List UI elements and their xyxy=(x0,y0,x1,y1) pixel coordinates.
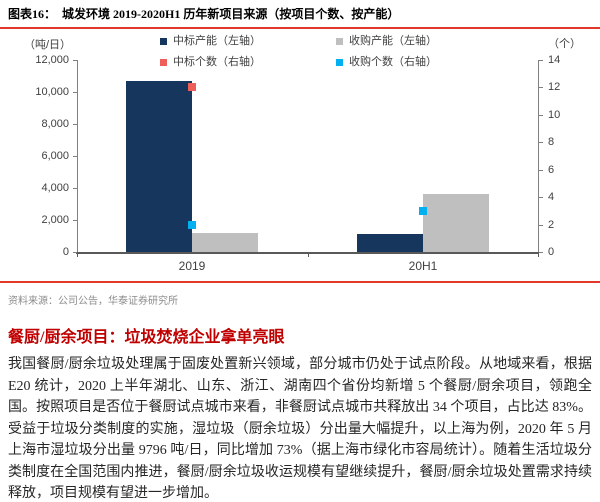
legend-swatch-3 xyxy=(336,59,343,66)
figure-header: 图表16： 城发环境 2019-2020H1 历年新项目来源（按项目个数、按产能） xyxy=(0,0,600,29)
left-axis-line xyxy=(77,60,78,252)
left-tick-label: 8,000 xyxy=(41,118,69,130)
legend-label: 收购产能（左轴） xyxy=(349,35,437,47)
x-axis-tick xyxy=(307,252,309,257)
right-tick-label: 10 xyxy=(548,108,561,121)
legend-label: 中标个数（右轴） xyxy=(173,56,261,68)
figure-label: 图表16： xyxy=(8,7,57,21)
marker-2019-0 xyxy=(188,83,196,92)
body-paragraph: 我国餐厨/厨余垃圾处理属于固废处置新兴领域，部分城市仍处于试点阶段。从地域来看，… xyxy=(8,357,592,501)
left-axis-tick xyxy=(73,156,77,157)
left-axis-tick xyxy=(73,60,77,61)
right-axis-tick xyxy=(539,197,543,199)
right-axis-tick xyxy=(539,60,543,61)
right-tick-label: 2 xyxy=(548,218,555,231)
right-axis-tick xyxy=(539,252,543,253)
left-axis-tick xyxy=(73,92,77,93)
right-axis-tick xyxy=(539,87,543,89)
right-tick-label: 12 xyxy=(548,81,561,94)
category-label: 20H1 xyxy=(408,259,438,273)
bar-20H1-1 xyxy=(423,194,489,252)
bar-chart: 0 2,000 4,000 6,000 8,000 10,000 12,000 0 2 4 6 8 10… xyxy=(0,29,600,283)
right-tick-label: 0 xyxy=(548,246,555,258)
left-tick-label: 4,000 xyxy=(41,182,69,194)
right-axis-title: （个） xyxy=(548,38,581,50)
left-tick-label: 12,000 xyxy=(35,54,69,66)
left-axis-title: （吨/日） xyxy=(24,39,72,51)
category-label: 2019 xyxy=(178,259,206,273)
right-tick-label: 8 xyxy=(548,136,555,149)
legend-swatch-0 xyxy=(160,38,167,45)
marker-2019-1 xyxy=(188,220,196,229)
bar-20H1-0 xyxy=(357,234,423,252)
left-tick-label: 0 xyxy=(62,246,69,258)
right-axis-tick xyxy=(539,142,543,144)
figure-title: 城发环境 2019-2020H1 历年新项目来源（按项目个数、按产能） xyxy=(62,7,400,21)
left-tick-label: 10,000 xyxy=(35,86,69,98)
legend-label: 收购个数（右轴） xyxy=(349,56,437,68)
right-tick-label: 6 xyxy=(548,163,555,176)
right-axis-line xyxy=(538,60,539,252)
x-axis-tick xyxy=(538,252,539,257)
right-axis-tick xyxy=(539,224,543,226)
left-axis-tick xyxy=(73,188,77,189)
right-axis-tick xyxy=(539,114,543,116)
bar-2019-0 xyxy=(126,80,192,252)
source-note: 资料来源：公司公告，华泰证券研究所 xyxy=(8,296,178,307)
right-tick-label: 4 xyxy=(548,191,555,204)
section-heading: 餐厨/厨余项目：垃圾焚烧企业拿单亮眼 xyxy=(8,329,285,346)
legend-label: 中标产能（左轴） xyxy=(173,35,261,47)
bar-2019-1 xyxy=(192,232,258,252)
marker-20H1-1 xyxy=(419,206,427,215)
legend-swatch-2 xyxy=(160,59,167,66)
left-axis-tick xyxy=(73,252,77,253)
right-tick-label: 14 xyxy=(548,54,561,66)
left-axis-tick xyxy=(73,220,77,221)
left-axis-tick xyxy=(73,124,77,125)
right-axis-tick xyxy=(539,169,543,171)
left-tick-label: 6,000 xyxy=(41,150,69,162)
legend-swatch-1 xyxy=(336,38,343,45)
left-tick-label: 2,000 xyxy=(41,214,69,226)
x-axis-tick xyxy=(77,252,78,257)
